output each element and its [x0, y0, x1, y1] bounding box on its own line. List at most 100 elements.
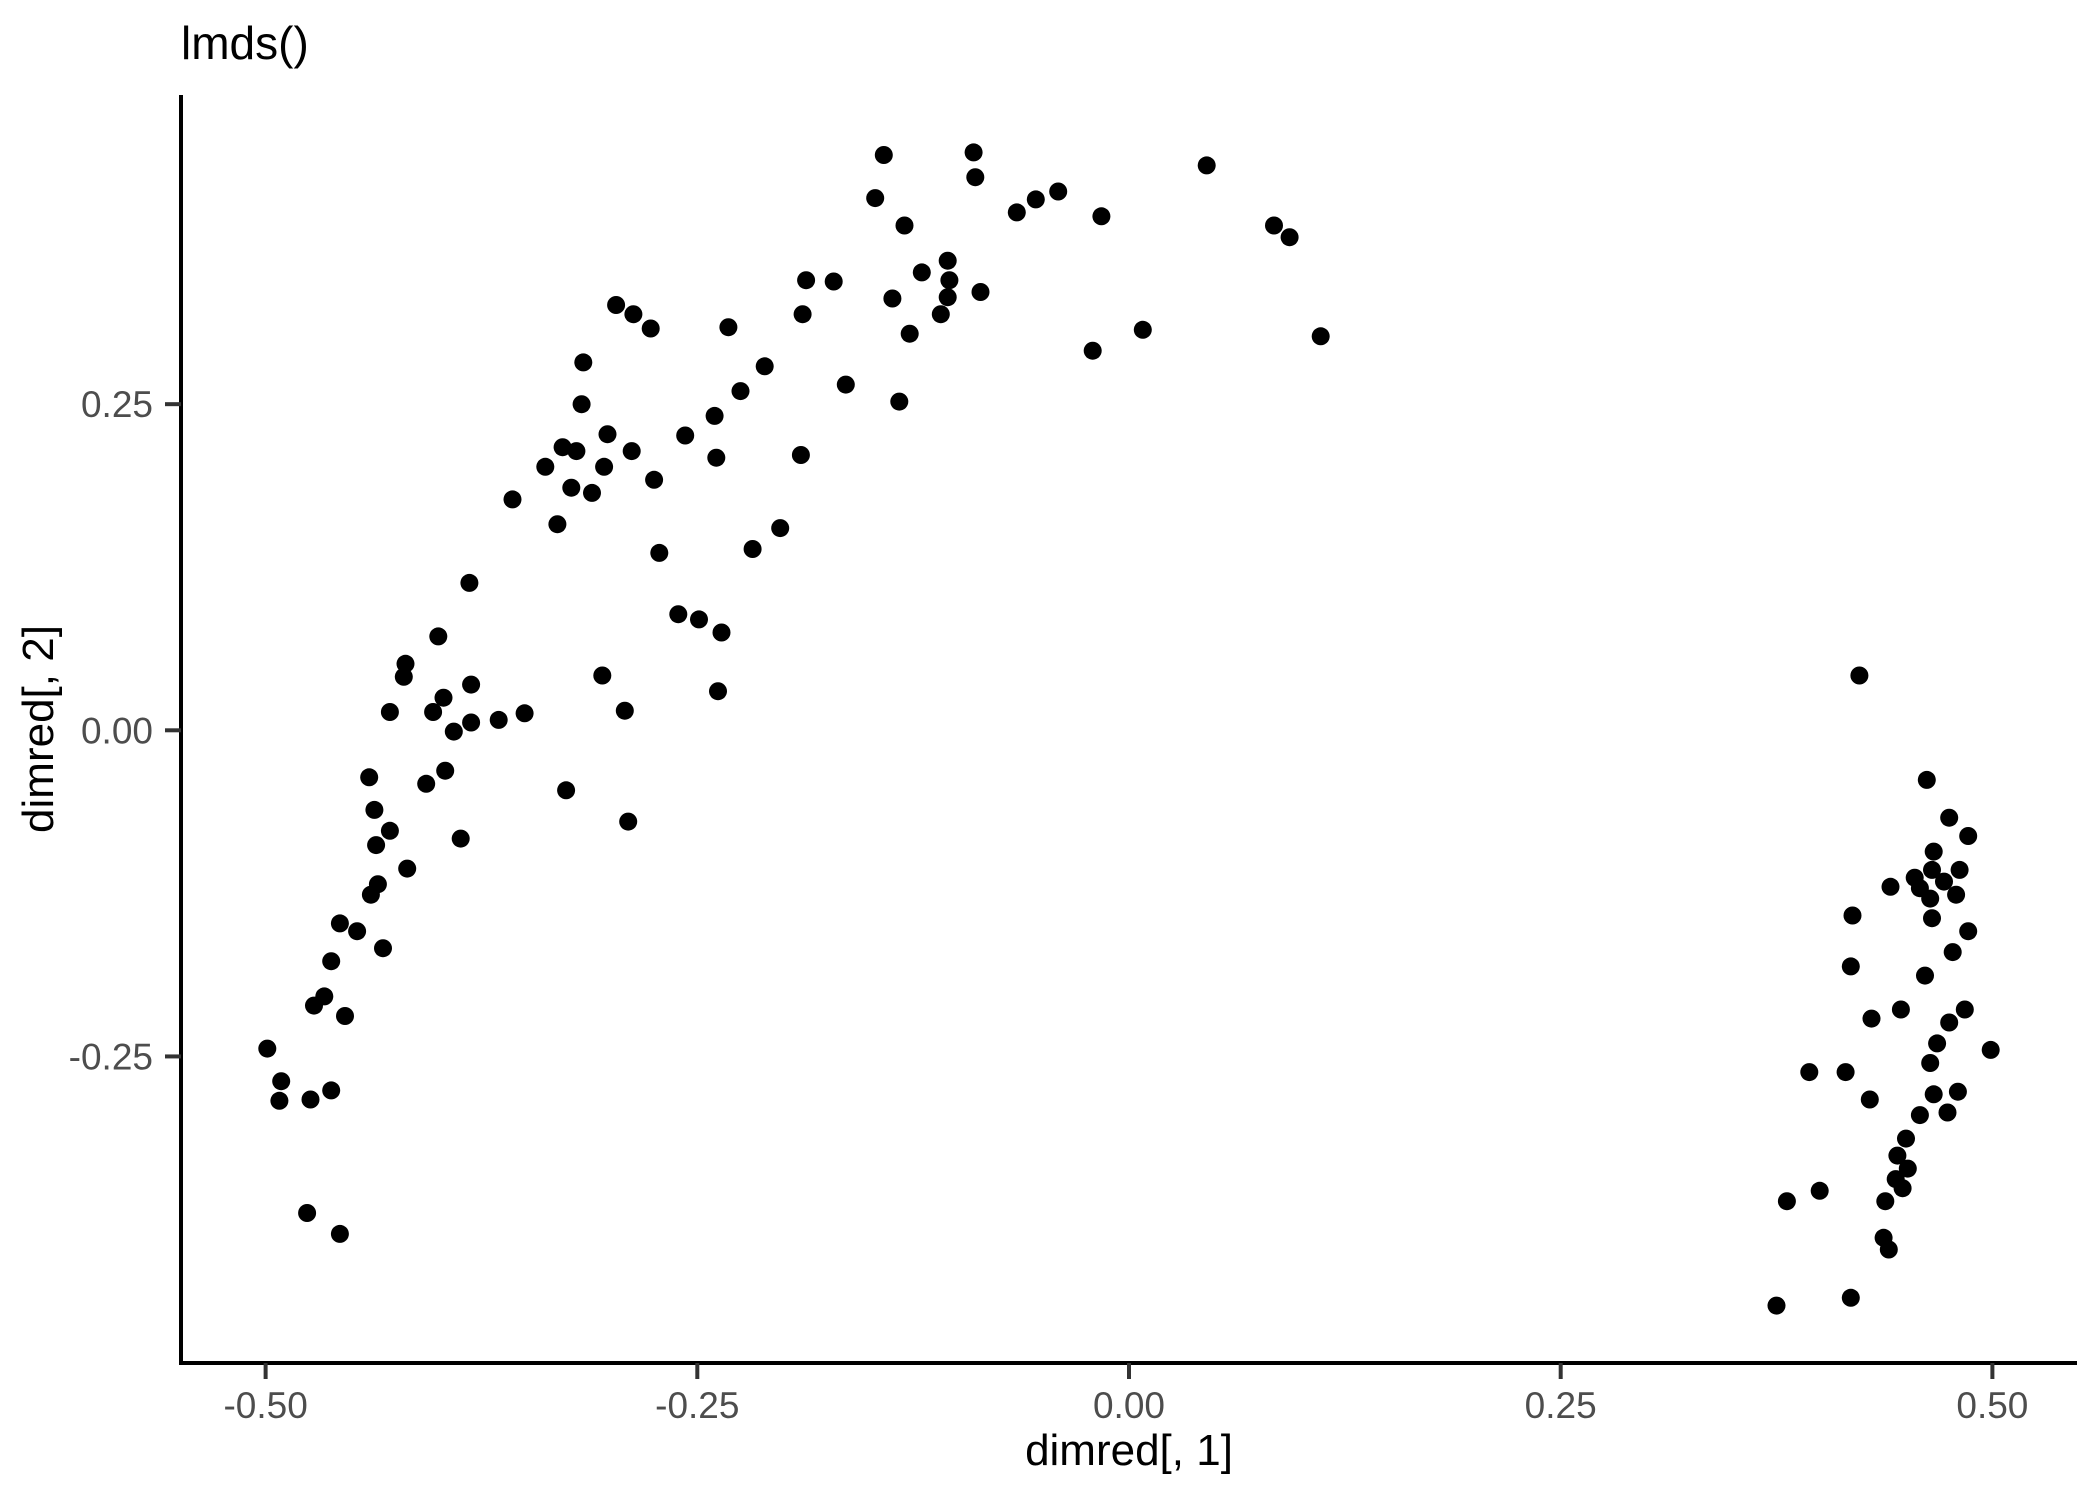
data-point: [719, 318, 738, 337]
data-point: [572, 395, 591, 414]
data-point: [1950, 860, 1969, 879]
data-point: [1083, 341, 1102, 360]
data-point: [1133, 320, 1152, 339]
data-point: [1777, 1192, 1796, 1211]
y-axis-title: dimred[, 2]: [14, 625, 63, 833]
data-point: [1879, 1240, 1898, 1259]
data-point: [301, 1090, 320, 1109]
data-point: [380, 703, 399, 721]
data-point: [1923, 860, 1941, 879]
data-point: [1891, 1000, 1910, 1019]
data-point: [567, 442, 586, 461]
data-point: [883, 289, 902, 308]
data-point: [755, 357, 774, 376]
data-point: [709, 682, 727, 701]
data-point: [1897, 1129, 1915, 1148]
data-point: [1893, 1179, 1912, 1198]
data-point: [553, 438, 572, 457]
data-point: [367, 836, 386, 855]
data-point: [1917, 770, 1936, 789]
data-point: [705, 406, 724, 425]
data-point: [322, 952, 341, 971]
data-point: [1981, 1040, 2000, 1059]
data-point: [451, 829, 470, 848]
data-point: [1947, 885, 1966, 904]
data-point: [650, 543, 669, 562]
data-point: [1767, 1296, 1786, 1315]
data-point: [1940, 1013, 1959, 1032]
data-point: [1092, 207, 1111, 226]
data-point: [641, 319, 660, 338]
data-point: [398, 859, 417, 878]
data-point: [645, 470, 664, 489]
data-point: [874, 146, 893, 164]
plot-title: lmds(): [181, 17, 309, 69]
data-point: [1026, 190, 1045, 209]
data-point: [791, 446, 810, 464]
data-point: [676, 426, 695, 445]
data-point: [1007, 203, 1026, 222]
data-point: [669, 605, 688, 624]
data-point: [574, 353, 593, 372]
data-point: [417, 774, 436, 793]
data-point: [1924, 842, 1943, 861]
data-point: [1280, 228, 1299, 247]
data-point: [793, 305, 812, 324]
x-tick-label: 0.50: [1956, 1385, 2028, 1426]
data-point: [890, 392, 909, 411]
data-point: [380, 821, 399, 840]
y-tick-label: 0.25: [81, 384, 153, 425]
data-point: [1935, 872, 1953, 891]
data-point: [615, 701, 634, 720]
data-point: [1810, 1181, 1829, 1200]
data-point: [1940, 808, 1959, 827]
data-point: [836, 375, 855, 394]
data-point: [330, 1224, 349, 1243]
data-point: [1843, 906, 1862, 925]
data-point: [583, 483, 601, 502]
data-point: [1928, 1034, 1947, 1053]
data-point: [1876, 1192, 1895, 1211]
data-point: [1841, 957, 1860, 976]
data-point: [598, 425, 617, 444]
data-point: [1836, 1063, 1855, 1082]
data-point: [966, 168, 985, 187]
y-tick-label: -0.25: [69, 1036, 153, 1077]
data-point: [1924, 1085, 1943, 1104]
x-axis-title: dimred[, 1]: [1025, 1426, 1233, 1475]
data-point: [394, 667, 413, 686]
x-tick-label: -0.25: [655, 1385, 739, 1426]
data-point: [365, 800, 384, 819]
data-point: [348, 922, 367, 941]
data-point: [938, 288, 957, 307]
data-point: [1943, 943, 1962, 962]
data-point: [938, 251, 957, 270]
data-point: [360, 768, 379, 787]
data-point: [1888, 1146, 1907, 1165]
data-point: [270, 1091, 289, 1110]
data-point: [1938, 1103, 1957, 1122]
data-point: [298, 1204, 317, 1222]
data-point: [429, 627, 448, 646]
data-point: [743, 540, 762, 558]
data-point: [1921, 1054, 1940, 1072]
data-point: [1197, 156, 1216, 175]
data-point: [322, 1081, 341, 1100]
data-point: [1881, 877, 1900, 896]
x-tick-label: 0.25: [1525, 1385, 1597, 1426]
data-point: [593, 666, 612, 685]
data-point: [1948, 1082, 1967, 1101]
data-point: [361, 885, 380, 904]
data-point: [1959, 922, 1978, 941]
data-point: [460, 573, 479, 592]
data-point: [424, 703, 443, 721]
data-point: [797, 271, 816, 290]
data-point: [866, 189, 885, 208]
data-point: [895, 216, 914, 235]
data-point: [712, 623, 731, 642]
data-point: [1841, 1288, 1860, 1307]
data-point: [1921, 889, 1940, 908]
data-point: [931, 305, 950, 324]
data-point: [436, 761, 455, 780]
